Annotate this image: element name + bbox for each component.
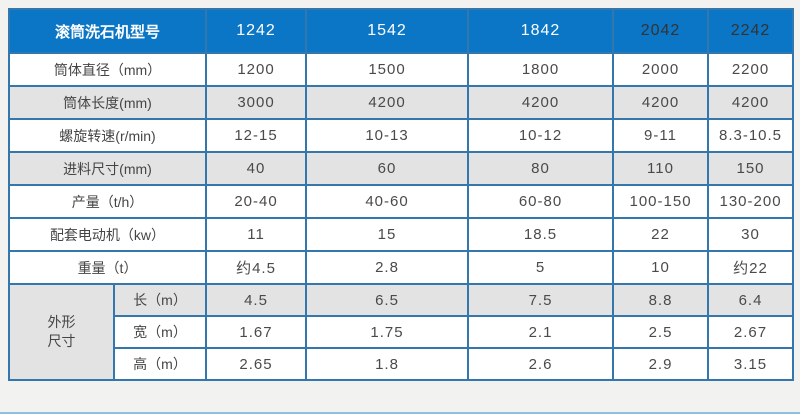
- row-label: 重量（t）: [7, 250, 208, 285]
- spec-value-cell: 150: [707, 151, 795, 186]
- table-row: 产量（t/h） 20-40 40-60 60-80 100-150 130-200: [7, 184, 795, 219]
- spec-value-cell: 40: [205, 151, 308, 186]
- row-label: 进料尺寸(mm): [7, 151, 208, 186]
- table-row: 配套电动机（kw） 11 15 18.5 22 30: [7, 217, 795, 252]
- table-row: 高（m） 2.65 1.8 2.6 2.9 3.15: [9, 347, 795, 381]
- spec-value-cell: 8.8: [612, 283, 710, 317]
- column-header: 2042: [612, 8, 710, 54]
- spec-value-cell: 1.8: [305, 347, 470, 381]
- spec-value-cell: 2.67: [707, 315, 795, 349]
- row-label: 筒体长度(mm): [7, 85, 208, 120]
- spec-value-cell: 60: [305, 151, 470, 186]
- column-header: 1242: [205, 8, 308, 54]
- spec-value-cell: 18.5: [467, 217, 615, 252]
- spec-value-cell: 4200: [305, 85, 470, 120]
- spec-value-cell: 60-80: [467, 184, 615, 219]
- spec-value-cell: 15: [305, 217, 470, 252]
- spec-value-cell: 约4.5: [205, 250, 308, 285]
- spec-value-cell: 10-12: [467, 118, 615, 153]
- spec-value-cell: 2.8: [305, 250, 470, 285]
- spec-value-cell: 2.6: [467, 347, 615, 381]
- spec-value-cell: 22: [612, 217, 710, 252]
- row-label: 高（m）: [112, 347, 208, 381]
- spec-table-container: 滚筒洗石机型号 1242 1542 1842 2042 2242 筒体直径（mm） 120…: [7, 8, 795, 381]
- spec-value-cell: 1800: [467, 52, 615, 87]
- spec-value-cell: 4200: [612, 85, 710, 120]
- spec-value-cell: 3.15: [707, 347, 795, 381]
- spec-table: 滚筒洗石机型号 1242 1542 1842 2042 2242 筒体直径（mm） 120…: [7, 8, 795, 381]
- spec-value-cell: 4200: [467, 85, 615, 120]
- spec-table-body: 筒体直径（mm） 1200 1500 1800 2000 2200 筒体长度(mm) 3000…: [7, 52, 795, 381]
- page-bottom-divider: [0, 412, 800, 414]
- table-row: 螺旋转速(r/min) 12-15 10-13 10-12 9-11 8.3-10.5: [7, 118, 795, 153]
- spec-value-cell: 20-40: [205, 184, 308, 219]
- spec-value-cell: 4.5: [205, 283, 308, 317]
- spec-value-cell: 6.4: [707, 283, 795, 317]
- row-label: 筒体直径（mm）: [7, 52, 208, 87]
- spec-value-cell: 8.3-10.5: [707, 118, 795, 153]
- spec-value-cell: 11: [205, 217, 308, 252]
- spec-value-cell: 1500: [305, 52, 470, 87]
- spec-value-cell: 2200: [707, 52, 795, 87]
- spec-value-cell: 1200: [205, 52, 308, 87]
- spec-value-cell: 1.67: [205, 315, 308, 349]
- table-row: 筒体直径（mm） 1200 1500 1800 2000 2200: [7, 52, 795, 87]
- spec-value-cell: 4200: [707, 85, 795, 120]
- spec-value-cell: 2.65: [205, 347, 308, 381]
- header-row: 滚筒洗石机型号 1242 1542 1842 2042 2242: [7, 8, 795, 54]
- spec-value-cell: 2.9: [612, 347, 710, 381]
- spec-value-cell: 110: [612, 151, 710, 186]
- spec-value-cell: 7.5: [467, 283, 615, 317]
- spec-value-cell: 2.5: [612, 315, 710, 349]
- spec-value-cell: 9-11: [612, 118, 710, 153]
- table-row: 宽（m） 1.67 1.75 2.1 2.5 2.67: [9, 315, 795, 349]
- row-label: 产量（t/h）: [7, 184, 208, 219]
- spec-value-cell: 40-60: [305, 184, 470, 219]
- spec-value-cell: 2000: [612, 52, 710, 87]
- spec-value-cell: 1.75: [305, 315, 470, 349]
- spec-value-cell: 3000: [205, 85, 308, 120]
- spec-table-header: 滚筒洗石机型号 1242 1542 1842 2042 2242: [7, 8, 795, 54]
- model-row-title: 滚筒洗石机型号: [7, 8, 208, 54]
- spec-value-cell: 2.1: [467, 315, 615, 349]
- spec-value-cell: 80: [467, 151, 615, 186]
- spec-value-cell: 100-150: [612, 184, 710, 219]
- spec-value-cell: 10: [612, 250, 710, 285]
- column-header: 2242: [707, 8, 795, 54]
- spec-value-cell: 12-15: [205, 118, 308, 153]
- column-header: 1542: [305, 8, 470, 54]
- spec-value-cell: 约22: [707, 250, 795, 285]
- spec-value-cell: 6.5: [305, 283, 470, 317]
- spec-value-cell: 10-13: [305, 118, 470, 153]
- row-label: 长（m）: [112, 283, 208, 317]
- row-label: 螺旋转速(r/min): [7, 118, 208, 153]
- column-header: 1842: [467, 8, 615, 54]
- table-row: 重量（t） 约4.5 2.8 5 10 约22: [7, 250, 795, 285]
- spec-value-cell: 130-200: [707, 184, 795, 219]
- spec-value-cell: 30: [707, 217, 795, 252]
- dimension-section-label: 外形 尺寸: [8, 283, 115, 381]
- row-label: 宽（m）: [112, 315, 208, 349]
- spec-value-cell: 5: [467, 250, 615, 285]
- table-row: 筒体长度(mm) 3000 4200 4200 4200 4200: [7, 85, 795, 120]
- table-row: 进料尺寸(mm) 40 60 80 110 150: [7, 151, 795, 186]
- row-label: 配套电动机（kw）: [7, 217, 208, 252]
- table-row: 外形 尺寸 长（m） 4.5 6.5 7.5 8.8 6.4: [8, 283, 795, 381]
